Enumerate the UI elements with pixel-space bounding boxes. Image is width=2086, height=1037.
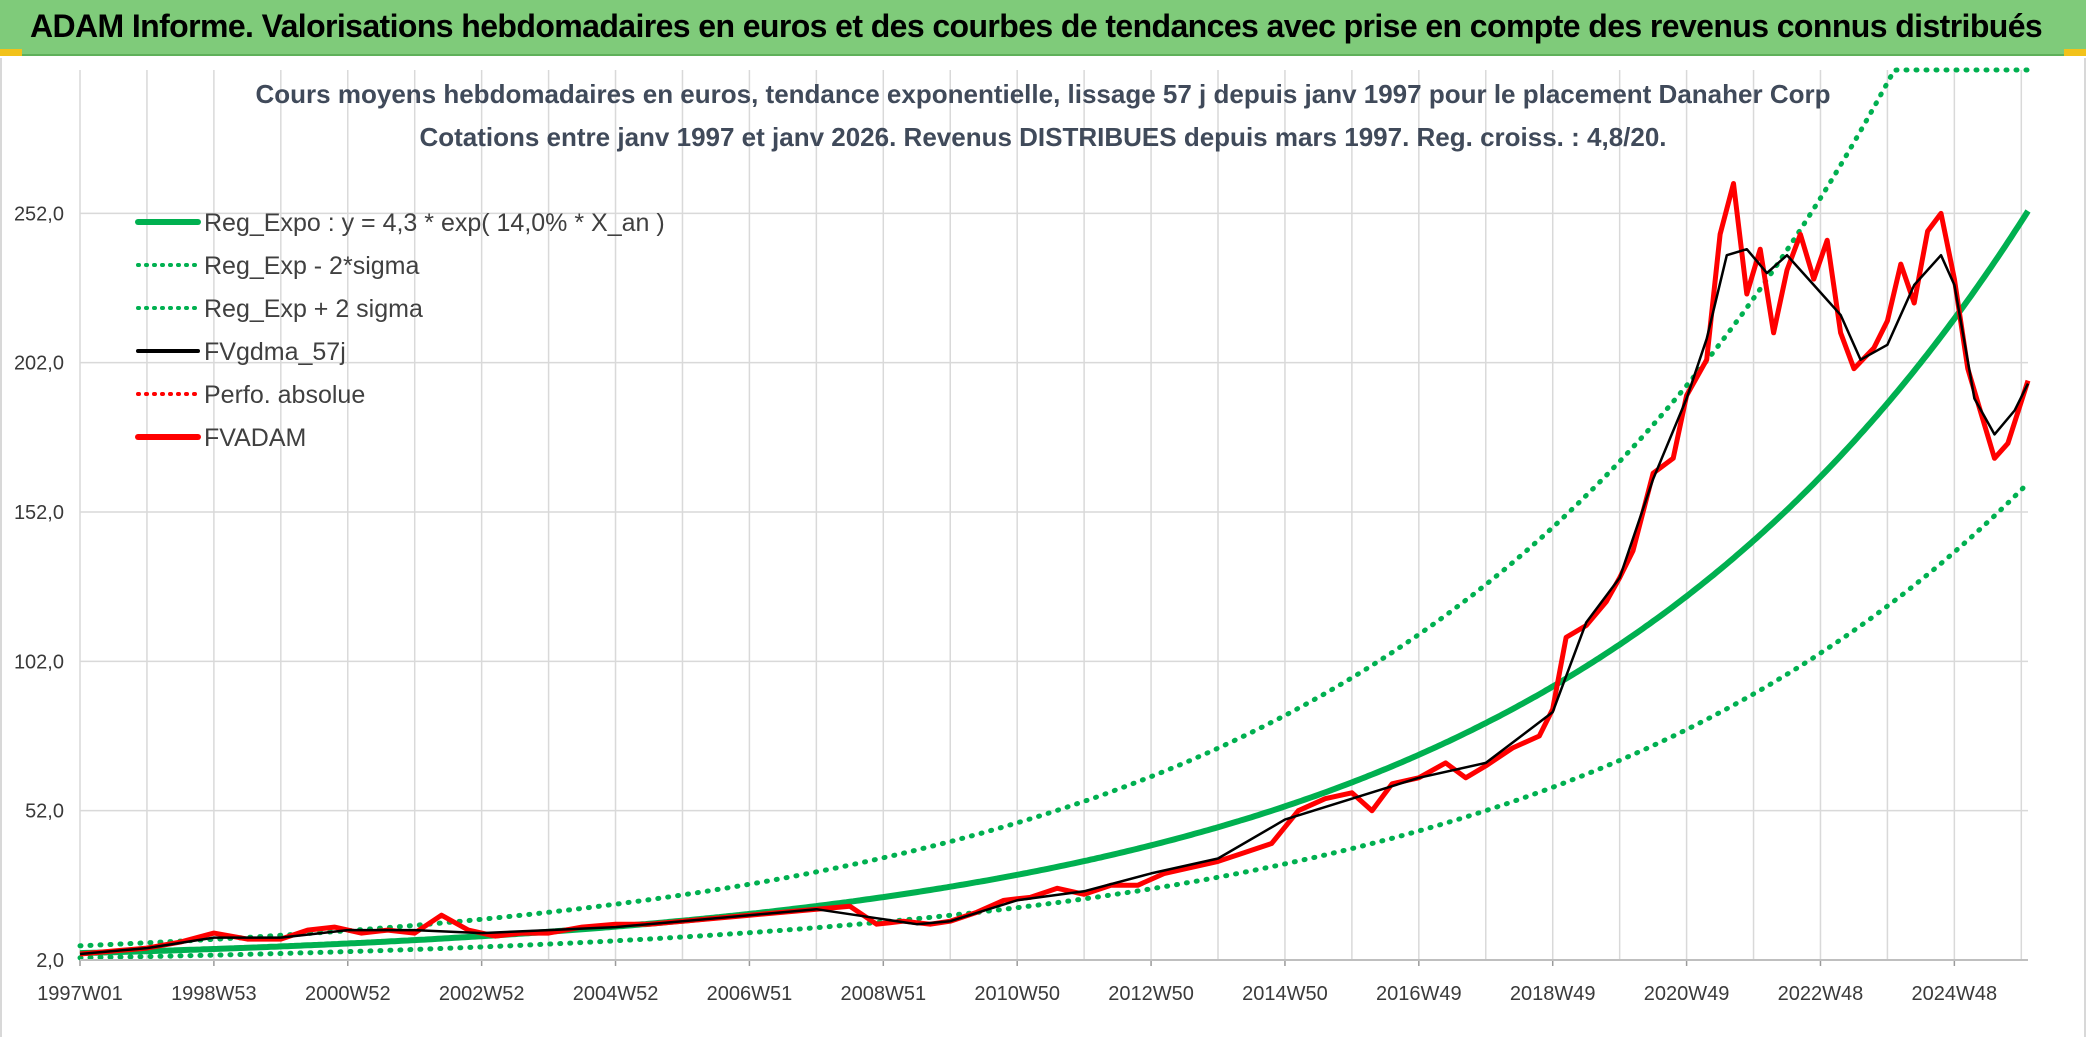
x-tick-label: 2018W49 bbox=[1510, 983, 1596, 1005]
x-tick-label: 2002W52 bbox=[439, 983, 525, 1005]
corner-marker-right bbox=[2064, 49, 2086, 56]
x-tick-label: 2008W51 bbox=[840, 983, 926, 1005]
x-tick-label: 1998W53 bbox=[171, 983, 257, 1005]
chart-subtitle: Cotations entre janv 1997 et janv 2026. … bbox=[419, 122, 1666, 152]
x-tick-label: 2022W48 bbox=[1778, 983, 1864, 1005]
series-reg-expo bbox=[79, 209, 2031, 957]
chart-area: Cours moyens hebdomadaires en euros, ten… bbox=[0, 58, 2086, 1037]
series-fvgdma-57j bbox=[79, 247, 2030, 956]
y-tick-label: 202,0 bbox=[14, 353, 64, 375]
x-tick-label: 2010W50 bbox=[974, 983, 1060, 1005]
x-tick-label: 2020W49 bbox=[1644, 983, 1730, 1005]
x-tick-label: 2016W49 bbox=[1376, 983, 1462, 1005]
y-tick-label: 2,0 bbox=[36, 950, 64, 972]
legend: Reg_Expo : y = 4,3 * exp( 14,0% * X_an )… bbox=[135, 209, 665, 452]
legend-label: Reg_Exp + 2 sigma bbox=[204, 295, 423, 323]
x-tick-label: 2004W52 bbox=[573, 983, 659, 1005]
legend-label: FVgdma_57j bbox=[204, 338, 346, 366]
report-header: ADAM Informe. Valorisations hebdomadaire… bbox=[0, 0, 2086, 56]
legend-label: Reg_Exp - 2*sigma bbox=[204, 252, 419, 280]
x-tick-label: 2024W48 bbox=[1912, 983, 1998, 1005]
legend-label: FVADAM bbox=[204, 424, 306, 452]
y-axis: 2,0 52,0 102,0 152,0 202,0 252,0 bbox=[14, 203, 64, 972]
x-tick-label: 2000W52 bbox=[305, 983, 391, 1005]
x-tick-label: 2014W50 bbox=[1242, 983, 1328, 1005]
x-tick-label: 1997W01 bbox=[37, 983, 123, 1005]
corner-marker-left bbox=[0, 49, 22, 56]
y-tick-label: 102,0 bbox=[14, 651, 64, 673]
line-chart: Cours moyens hebdomadaires en euros, ten… bbox=[14, 67, 2031, 1005]
x-axis: 1997W01 1998W53 2000W52 2002W52 2004W52 2006W… bbox=[37, 960, 1997, 1005]
chart-title: Cours moyens hebdomadaires en euros, ten… bbox=[256, 79, 1831, 109]
report-title: ADAM Informe. Valorisations hebdomadaire… bbox=[30, 8, 2043, 44]
series-fvadam bbox=[79, 181, 2031, 957]
y-tick-label: 252,0 bbox=[14, 203, 64, 225]
legend-label: Reg_Expo : y = 4,3 * exp( 14,0% * X_an ) bbox=[204, 209, 665, 237]
series bbox=[77, 67, 2031, 961]
y-tick-label: 52,0 bbox=[25, 801, 64, 823]
x-tick-label: 2006W51 bbox=[707, 983, 793, 1005]
legend-label: Perfo. absolue bbox=[204, 381, 365, 409]
y-tick-label: 152,0 bbox=[14, 502, 64, 524]
x-tick-label: 2012W50 bbox=[1108, 983, 1194, 1005]
